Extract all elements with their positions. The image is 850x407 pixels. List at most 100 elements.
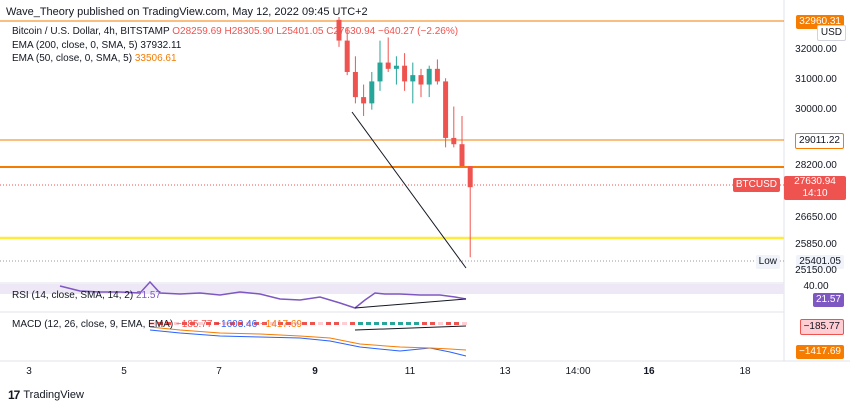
macd-bar	[182, 322, 187, 325]
ema50-label: EMA (50, close, 0, SMA, 5)	[12, 53, 133, 64]
candle-down[interactable]	[385, 62, 391, 69]
macd-bar	[318, 322, 323, 325]
macd-bar	[374, 322, 379, 325]
macd-bar	[446, 322, 451, 325]
macd-trend-line[interactable]	[354, 325, 467, 331]
price-tick: 32000.00	[795, 44, 837, 55]
rsi-axis-40: 40.00	[803, 281, 829, 292]
symbol-price-tag: BTCUSD	[732, 178, 780, 192]
macd-bar	[278, 322, 283, 325]
rsi-value: 21.57	[135, 290, 161, 301]
candle-down[interactable]	[451, 137, 457, 145]
time-tick: 14:00	[565, 366, 591, 377]
macd-bar	[222, 322, 227, 325]
candle-down[interactable]	[459, 144, 465, 167]
macd-bar	[462, 322, 467, 325]
ema50-legend[interactable]: EMA (50, close, 0, SMA, 5) 33506.61	[12, 53, 177, 64]
macd-bar	[438, 322, 443, 325]
candle-up[interactable]	[369, 81, 375, 104]
rsi-label: RSI (14, close, SMA, 14, 2)	[12, 290, 134, 301]
candle-down[interactable]	[344, 40, 350, 72]
macd-bar	[262, 322, 267, 325]
price-tick: 26650.00	[795, 212, 837, 223]
macd-hist-value: −185.77	[175, 319, 213, 330]
price-tick: 30000.00	[795, 104, 837, 115]
candle-down[interactable]	[467, 166, 473, 188]
low-label-tag: Low	[755, 255, 780, 269]
macd-bar	[326, 322, 331, 325]
macd-bar	[150, 322, 155, 325]
rsi-line	[59, 280, 467, 309]
candle-down[interactable]	[434, 68, 440, 82]
macd-bar	[422, 322, 427, 325]
candle-down[interactable]	[443, 81, 449, 138]
macd-bar	[414, 322, 419, 325]
macd-hist-tag: −185.77	[799, 319, 844, 335]
time-tick: 5	[121, 366, 127, 377]
macd-bar	[430, 322, 435, 325]
macd-bar	[190, 322, 195, 325]
ema200-label: EMA (200, close, 0, SMA, 5)	[12, 40, 138, 51]
macd-bar	[198, 322, 203, 325]
macd-signal-line	[149, 326, 467, 351]
ohlc-values: O28259.69 H28305.90 L25401.05 C27630.94 …	[172, 26, 459, 37]
rsi-legend[interactable]: RSI (14, close, SMA, 14, 2) 21.57	[12, 290, 161, 301]
price-tick: 31000.00	[795, 74, 837, 85]
candle-up[interactable]	[377, 62, 383, 82]
candle-up[interactable]	[410, 75, 416, 82]
candle-down[interactable]	[402, 65, 408, 82]
candles-group	[336, 17, 473, 258]
macd-bar	[406, 322, 411, 325]
publisher-header: Wave_Theory published on TradingView.com…	[6, 6, 368, 18]
time-tick: 11	[404, 366, 416, 377]
macd-bar	[174, 322, 179, 325]
candle-up[interactable]	[393, 65, 399, 69]
macd-bar	[206, 322, 211, 325]
current-price-value: 27630.94	[794, 176, 836, 187]
macd-bar	[158, 322, 163, 325]
macd-signal-tag: −1417.69	[796, 345, 844, 359]
macd-histogram	[150, 322, 467, 325]
macd-bar	[390, 322, 395, 325]
tradingview-logo-icon: 17	[8, 388, 20, 402]
ema50-value: 33506.61	[134, 53, 177, 64]
trend-line[interactable]	[351, 111, 467, 269]
macd-label: MACD (12, 26, close, 9, EMA, EMA)	[12, 319, 174, 330]
macd-bar	[366, 322, 371, 325]
time-tick: 9	[312, 366, 318, 377]
rsi-band	[0, 284, 784, 294]
macd-bar	[254, 322, 259, 325]
candle-down[interactable]	[352, 71, 358, 98]
macd-legend[interactable]: MACD (12, 26, close, 9, EMA, EMA) −185.7…	[12, 319, 302, 330]
candle-up[interactable]	[426, 68, 432, 85]
macd-bar	[398, 322, 403, 325]
macd-line-value: −1603.46	[215, 319, 258, 330]
candle-countdown: 14:10	[802, 188, 828, 199]
macd-bar	[270, 322, 275, 325]
ema200-legend[interactable]: EMA (200, close, 0, SMA, 5) 37932.11	[12, 40, 181, 51]
footer-brand[interactable]: 17 TradingView	[8, 388, 84, 402]
candle-down[interactable]	[418, 75, 424, 85]
symbol-legend: Bitcoin / U.S. Dollar, 4h, BITSTAMP O282…	[12, 26, 458, 37]
macd-bar	[230, 322, 235, 325]
macd-bar	[286, 322, 291, 325]
time-tick: 7	[216, 366, 222, 377]
macd-bar	[294, 322, 299, 325]
currency-button[interactable]: USD	[816, 25, 846, 41]
price-tick: 25850.00	[795, 239, 837, 250]
macd-bar	[454, 322, 459, 325]
symbol-name[interactable]: Bitcoin / U.S. Dollar, 4h, BITSTAMP	[12, 26, 170, 37]
candle-down[interactable]	[336, 19, 342, 41]
macd-bar	[382, 322, 387, 325]
macd-bar	[302, 322, 307, 325]
macd-bar	[214, 322, 219, 325]
macd-bar	[334, 322, 339, 325]
rsi-trend-line[interactable]	[354, 298, 467, 309]
macd-bar	[310, 322, 315, 325]
macd-bar	[238, 322, 243, 325]
candle-down[interactable]	[361, 97, 367, 104]
current-price-tag: 27630.94 14:10	[784, 176, 846, 200]
brand-name: TradingView	[23, 389, 84, 401]
macd-bar	[342, 322, 347, 325]
